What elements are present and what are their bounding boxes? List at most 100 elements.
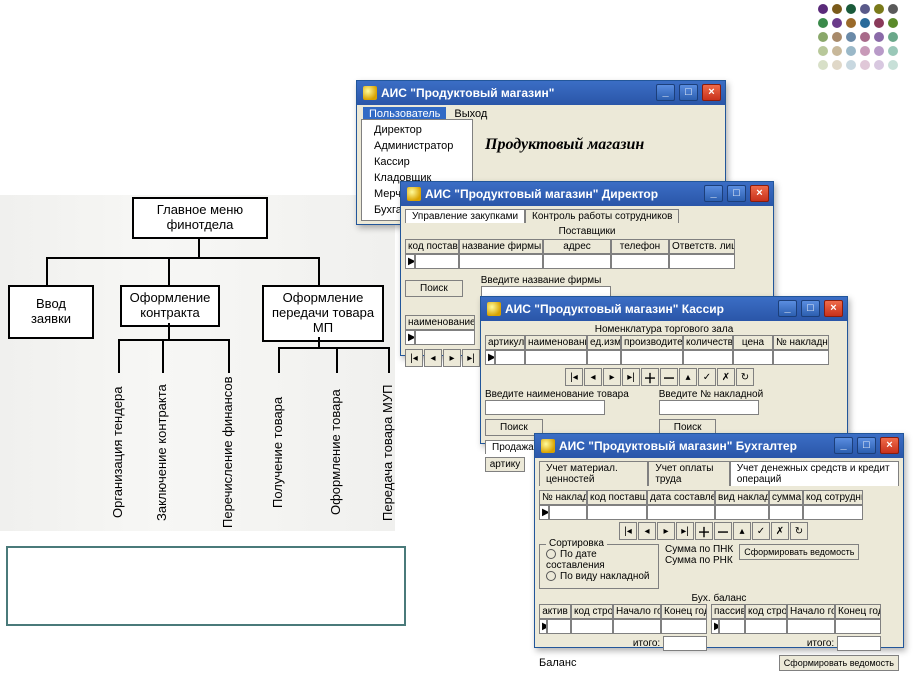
col-header: код сотрудника: [803, 490, 863, 505]
diagram-child-1: Ввод заявки: [8, 285, 94, 339]
nav-button[interactable]: ＋: [641, 368, 659, 386]
window-title: АИС "Продуктовый магазин" Бухгалтер: [559, 439, 830, 453]
diagram-leaf-6: Передача товара МУП: [380, 375, 395, 530]
record-navigator: |◂◂▸▸|＋－▴✓✗↻: [565, 368, 843, 386]
window-title: АИС "Продуктовый магазин" Директор: [425, 187, 700, 201]
col-header: цена: [733, 335, 773, 350]
nav-button[interactable]: ✗: [771, 522, 789, 540]
radio-option[interactable]: По дате составления: [546, 549, 652, 571]
tab-salary[interactable]: Учет оплаты труда: [648, 461, 729, 486]
minimize-button[interactable]: _: [778, 300, 797, 317]
minimize-button[interactable]: _: [704, 185, 723, 202]
itogo-input[interactable]: [837, 636, 881, 651]
minimize-button[interactable]: _: [834, 437, 853, 454]
nav-button[interactable]: ✓: [698, 368, 716, 386]
nav-button[interactable]: －: [714, 522, 732, 540]
app-heading: Продуктовый магазин: [485, 136, 644, 154]
window-cashier: АИС "Продуктовый магазин" Кассир _ □ × Н…: [480, 296, 848, 444]
nav-button[interactable]: ▸: [657, 522, 675, 540]
nav-button[interactable]: ▸|: [622, 368, 640, 386]
col-header: Начало года: [613, 604, 661, 619]
close-button[interactable]: ×: [750, 185, 769, 202]
nav-button[interactable]: ＋: [695, 522, 713, 540]
sum-rnk-label: Сумма по РНК: [665, 555, 733, 566]
search-button[interactable]: Поиск: [405, 280, 463, 297]
close-button[interactable]: ×: [880, 437, 899, 454]
nav-button[interactable]: ▴: [733, 522, 751, 540]
nav-button[interactable]: ▸|: [676, 522, 694, 540]
tab-staff[interactable]: Контроль работы сотрудников: [525, 209, 679, 223]
diagram-leaf-2: Заключение контракта: [154, 375, 169, 530]
maximize-button[interactable]: □: [727, 185, 746, 202]
col-header: № накладно: [539, 490, 587, 505]
nav-button[interactable]: ▴: [679, 368, 697, 386]
nav-button[interactable]: ↻: [790, 522, 808, 540]
goods-name-input[interactable]: [485, 400, 605, 415]
col-header: ед.изм.: [587, 335, 621, 350]
app-icon: [407, 187, 421, 201]
col-header: название фирмы: [459, 239, 543, 254]
close-button[interactable]: ×: [824, 300, 843, 317]
col-header: код строки: [745, 604, 787, 619]
nav-button[interactable]: |◂: [565, 368, 583, 386]
section-label: Номенклатура торгового зала: [485, 324, 843, 335]
nav-button[interactable]: ◂: [638, 522, 656, 540]
nav-button[interactable]: ▸|: [462, 349, 480, 367]
empty-box: [6, 546, 406, 626]
nav-button[interactable]: ↻: [736, 368, 754, 386]
col-header: Конец года: [835, 604, 881, 619]
col-header: вид накладн: [715, 490, 769, 505]
maximize-button[interactable]: □: [857, 437, 876, 454]
app-icon: [487, 302, 501, 316]
col-header: Конец года: [661, 604, 707, 619]
nav-button[interactable]: ✗: [717, 368, 735, 386]
col-header: наименование: [525, 335, 587, 350]
col-header: пассив: [711, 604, 745, 619]
tab-purchases[interactable]: Управление закупками: [405, 209, 525, 223]
col-header: Начало года: [787, 604, 835, 619]
org-chart-diagram: Главное менюфинотдела Ввод заявки Оформл…: [0, 195, 395, 531]
section-label: Поставщики: [405, 226, 769, 237]
itogo-input[interactable]: [663, 636, 707, 651]
col-header: наименование: [405, 315, 475, 330]
balance-title: Бух. баланс: [539, 593, 899, 604]
radio-option[interactable]: По виду накладной: [546, 571, 652, 582]
itogo-label: итого:: [807, 638, 834, 649]
dropdown-item[interactable]: Администратор: [362, 138, 472, 154]
diagram-root: Главное менюфинотдела: [132, 197, 268, 239]
nav-button[interactable]: ◂: [584, 368, 602, 386]
form-report-button[interactable]: Сформировать ведомость: [779, 655, 899, 671]
maximize-button[interactable]: □: [801, 300, 820, 317]
nav-button[interactable]: ▸: [603, 368, 621, 386]
sort-legend: Сортировка: [546, 538, 607, 549]
diagram-leaf-5: Оформление товара: [328, 375, 343, 530]
nav-button[interactable]: －: [660, 368, 678, 386]
col-header: производитель: [621, 335, 683, 350]
col-header: код строки: [571, 604, 613, 619]
form-report-button[interactable]: Сформировать ведомость: [739, 544, 859, 560]
record-navigator: |◂◂▸▸|＋－▴✓✗↻: [619, 522, 899, 540]
tab-materials[interactable]: Учет материал. ценностей: [539, 461, 648, 486]
window-accountant: АИС "Продуктовый магазин" Бухгалтер _ □ …: [534, 433, 904, 648]
app-icon: [363, 86, 377, 100]
diagram-leaf-1: Организация тендера: [110, 375, 125, 530]
col-header: № накладной: [773, 335, 829, 350]
col-header: код поставщ: [405, 239, 459, 254]
maximize-button[interactable]: □: [679, 84, 698, 101]
col-header: адрес: [543, 239, 611, 254]
nav-button[interactable]: ✓: [752, 522, 770, 540]
invoice-input[interactable]: [659, 400, 759, 415]
nav-button[interactable]: ▸: [443, 349, 461, 367]
window-title: АИС "Продуктовый магазин" Кассир: [505, 302, 774, 316]
nav-button[interactable]: |◂: [405, 349, 423, 367]
minimize-button[interactable]: _: [656, 84, 675, 101]
close-button[interactable]: ×: [702, 84, 721, 101]
input-label: Введите название фирмы: [481, 275, 611, 286]
input-label: Введите наименование товара: [485, 389, 629, 400]
dropdown-item[interactable]: Директор: [362, 122, 472, 138]
nav-button[interactable]: ◂: [424, 349, 442, 367]
nav-button[interactable]: |◂: [619, 522, 637, 540]
tab-money[interactable]: Учет денежных средств и кредит операций: [730, 461, 899, 486]
itogo-label: итого:: [633, 638, 660, 649]
dropdown-item[interactable]: Кассир: [362, 154, 472, 170]
